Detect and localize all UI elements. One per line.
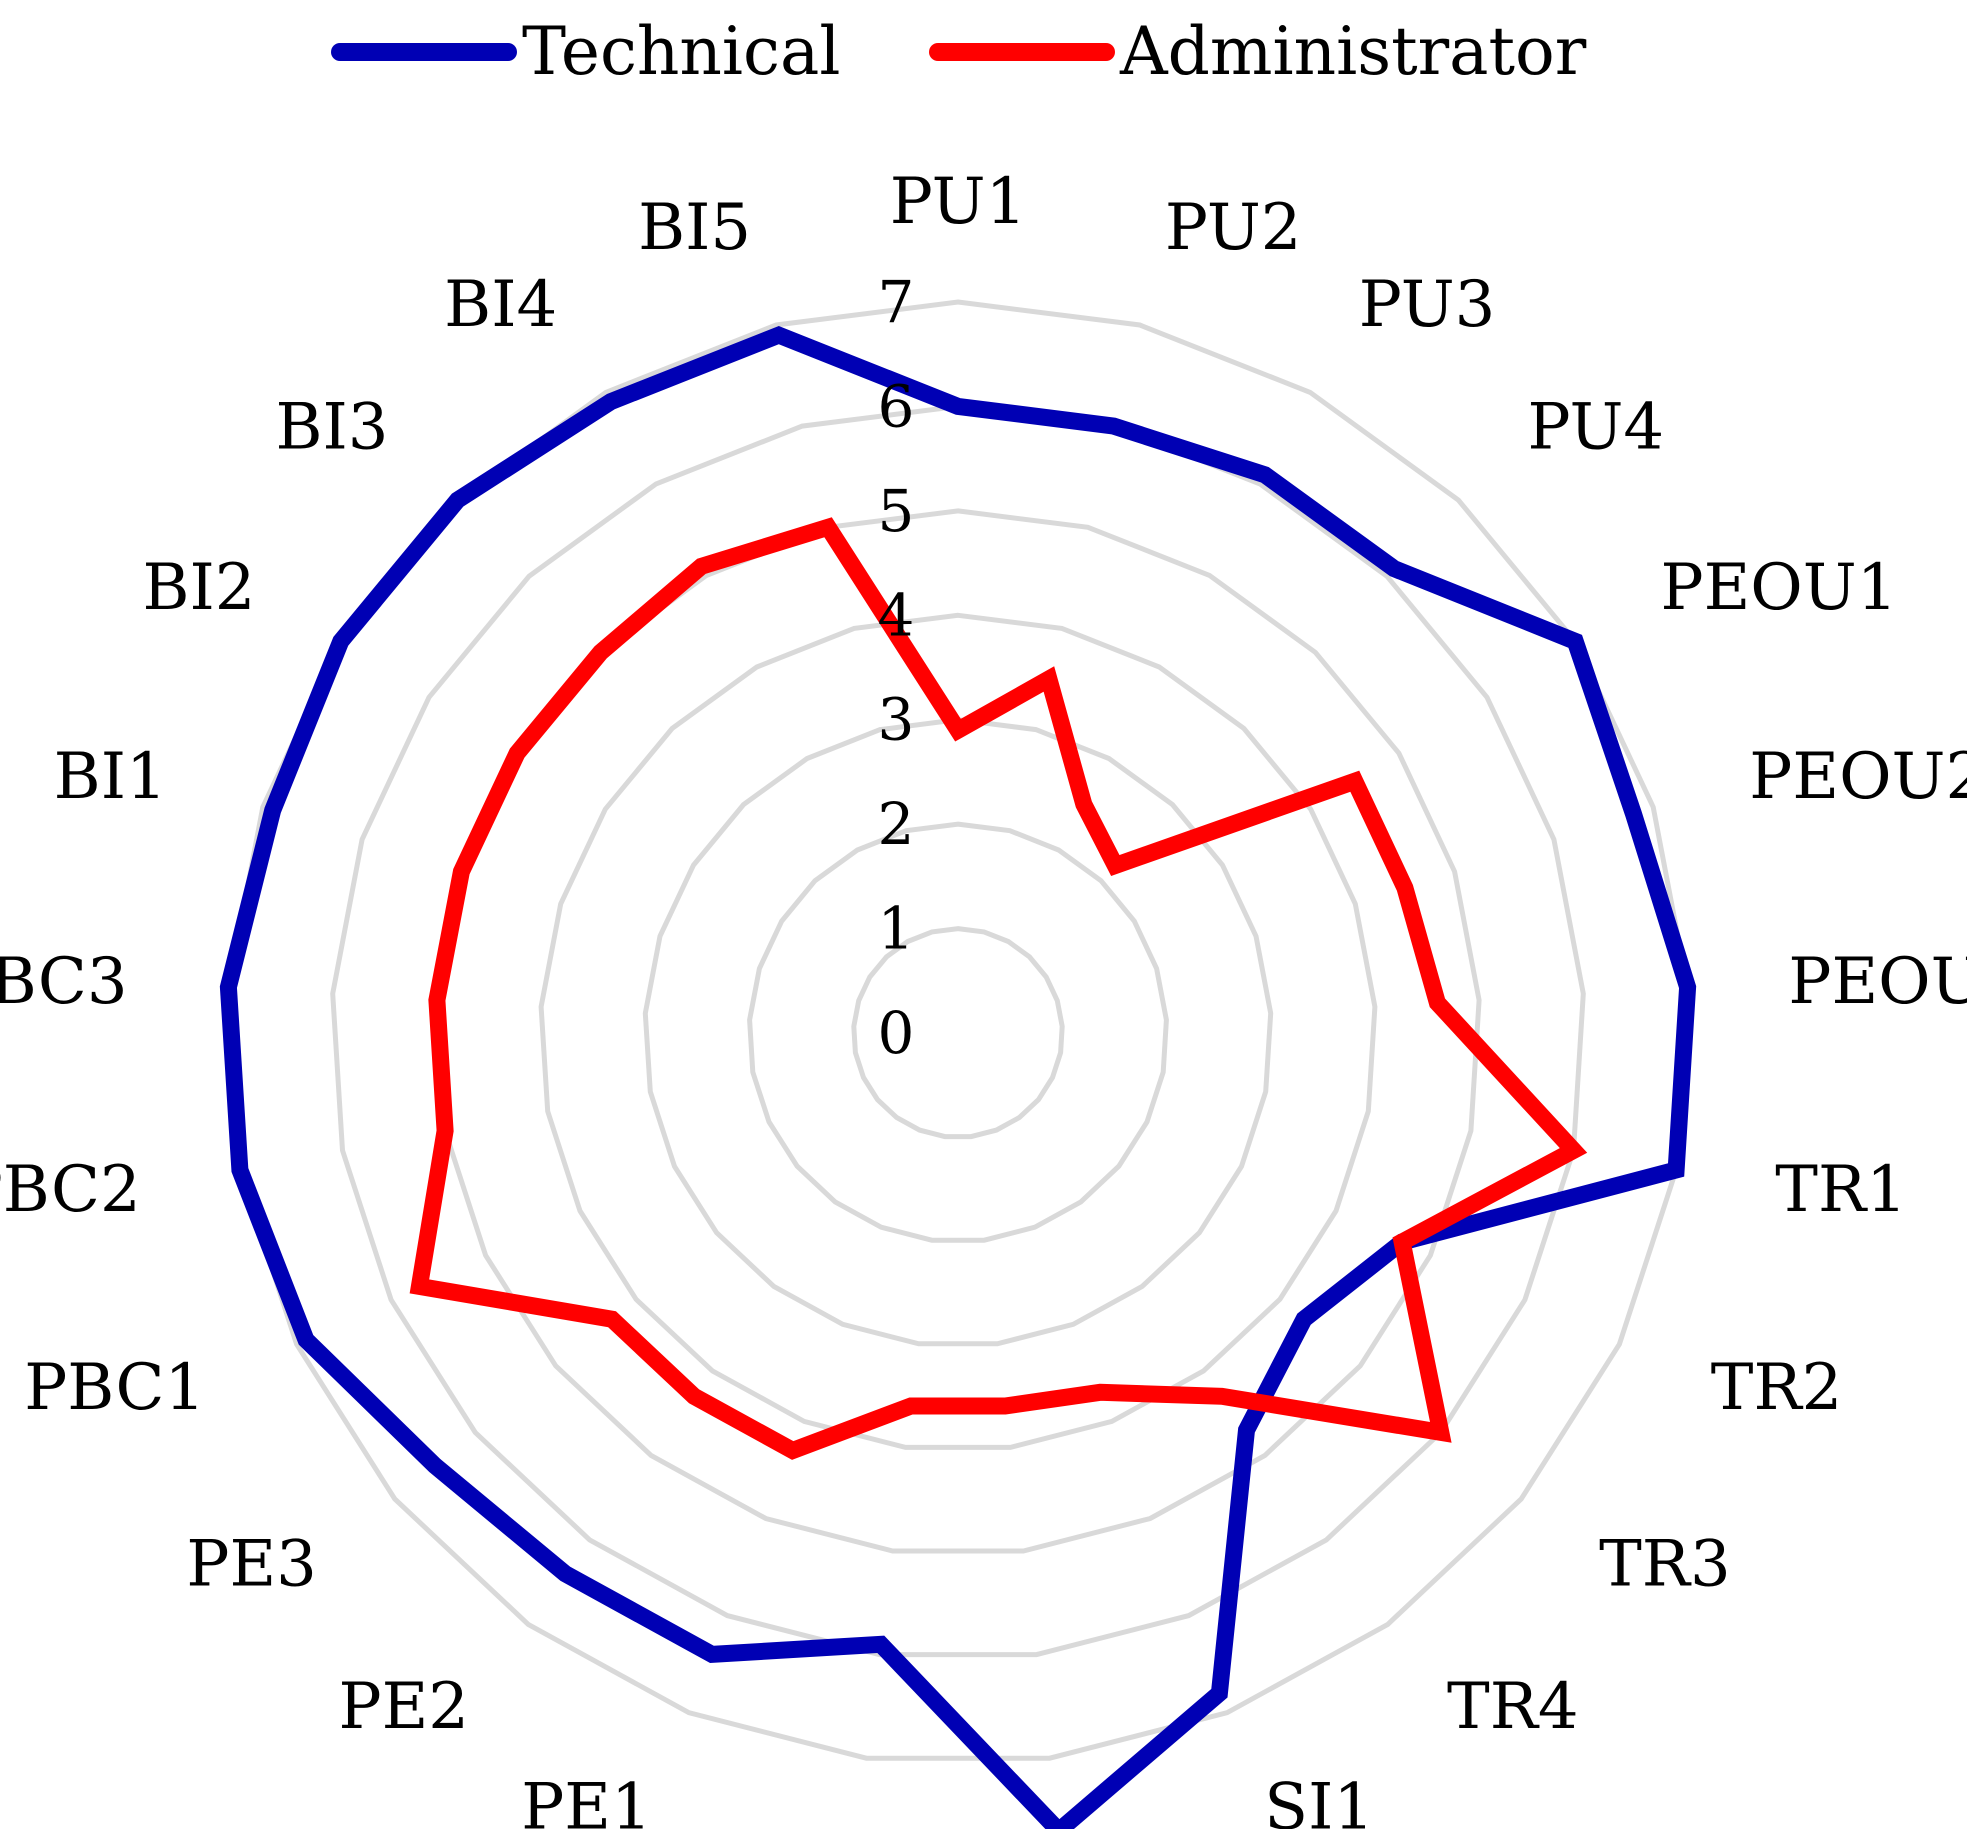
category-label-bi5: BI5 (638, 191, 751, 265)
tick-label-2: 2 (878, 790, 915, 858)
category-label-pu4: PU4 (1528, 391, 1665, 465)
tick-label-1: 1 (878, 895, 915, 963)
grid-ring-3 (642, 717, 1274, 1347)
category-label-si2: SI2 (1007, 1822, 1117, 1829)
tick-label-3: 3 (878, 686, 915, 754)
category-label-pbc1: PBC1 (24, 1351, 205, 1425)
tick-label-4: 4 (878, 581, 915, 649)
category-label-pe3: PE3 (186, 1527, 317, 1601)
category-label-tr2: TR2 (1711, 1351, 1843, 1425)
category-label-si1: SI1 (1264, 1771, 1374, 1829)
category-label-si3: SI3 (799, 1822, 909, 1829)
category-label-peou2: PEOU2 (1749, 740, 1967, 814)
category-label-tr3: TR3 (1599, 1527, 1731, 1601)
series-line-administrator (409, 517, 1588, 1460)
category-label-bi1: BI1 (54, 740, 167, 814)
category-label-tr1: TR1 (1775, 1153, 1907, 1227)
category-label-peou3: PEOU3 (1788, 945, 1967, 1019)
tick-label-5: 5 (878, 477, 915, 545)
legend: Technical Administrator (331, 13, 1587, 90)
grid-ring-1 (851, 926, 1065, 1140)
category-label-pu2: PU2 (1165, 191, 1302, 265)
category-label-bi2: BI2 (142, 551, 255, 625)
tick-label-7: 7 (878, 268, 915, 336)
grid-ring-2 (747, 821, 1169, 1243)
category-label-bi4: BI4 (444, 268, 557, 342)
category-label-pu1: PU1 (890, 165, 1027, 239)
radial-tick-labels: 0 1 2 3 4 5 6 7 (878, 268, 915, 1067)
series-line-technical (219, 325, 1697, 1829)
category-labels: PU1 PU2 PU3 PU4 PEOU1 PEOU2 PEOU3 TR1 TR2 TR3 TR4 S… (0, 165, 1967, 1829)
legend-label-administrator: Administrator (1119, 13, 1587, 90)
grid-ring-6 (330, 403, 1586, 1658)
category-label-tr4: TR4 (1447, 1670, 1579, 1744)
category-label-pu3: PU3 (1359, 268, 1496, 342)
category-label-bi3: BI3 (275, 391, 388, 465)
category-label-peou1: PEOU1 (1661, 551, 1898, 625)
category-label-pbc2: PBC2 (0, 1153, 141, 1227)
series-lines (219, 325, 1697, 1829)
legend-label-technical: Technical (522, 13, 840, 90)
tick-label-0: 0 (878, 999, 915, 1067)
category-label-pe2: PE2 (339, 1670, 470, 1744)
category-label-pe1: PE1 (521, 1771, 652, 1829)
category-label-pbc3: PBC3 (0, 945, 128, 1019)
tick-label-6: 6 (878, 372, 915, 440)
grid-ring-4 (538, 612, 1378, 1450)
